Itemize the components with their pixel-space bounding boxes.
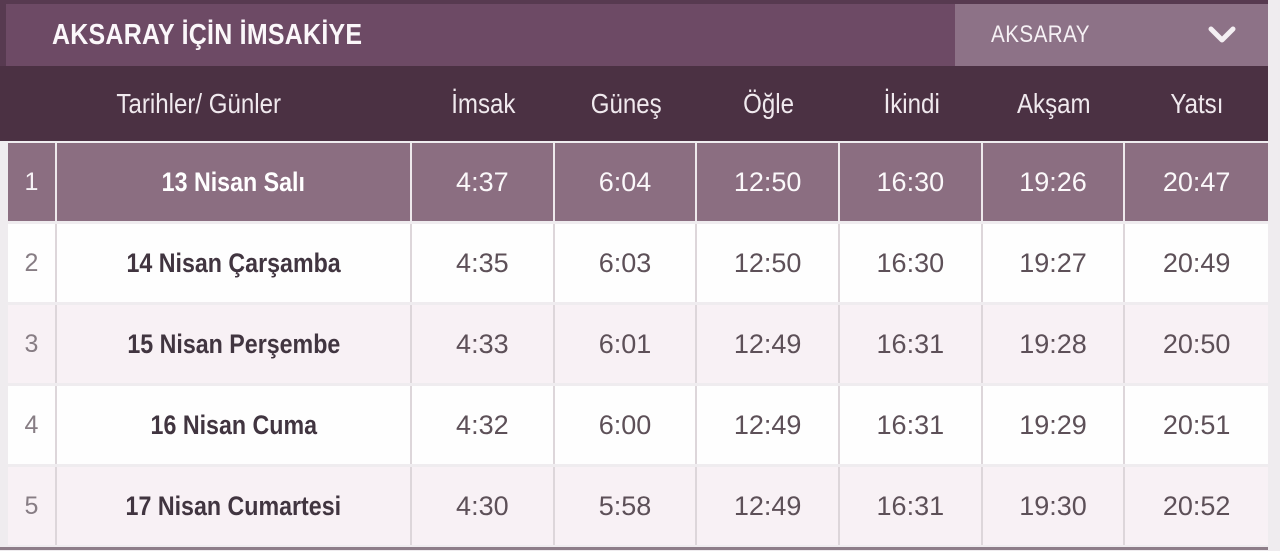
time-cell-ogle: 12:50 (697, 143, 840, 221)
table-bottom-edge (0, 547, 1268, 550)
header-bar: AKSARAY İÇİN İMSAKİYE AKSARAY (0, 0, 1268, 66)
time-cell-imsak: 4:35 (412, 224, 555, 302)
date-label: 13 Nisan Salı (161, 166, 306, 197)
time-cell-yatsi: 20:47 (1162, 166, 1231, 197)
table-row: 3 15 Nisan Perşembe 4:33 6:01 12:49 16:3… (8, 305, 1268, 383)
time-cell-ogle: 12:49 (697, 467, 840, 545)
time-cell-ogle: 12:49 (697, 305, 840, 383)
row-number-cell: 1 (8, 143, 57, 221)
date-label: 14 Nisan Çarşamba (126, 247, 341, 278)
column-header-label: Akşam (1017, 87, 1091, 119)
time-cell-yatsi: 20:49 (1162, 247, 1231, 278)
column-header-index (0, 66, 57, 141)
column-header-aksam: Akşam (983, 66, 1126, 141)
time-cell-gunes: 6:04 (555, 143, 698, 221)
chevron-down-icon (1206, 24, 1238, 46)
time-cell-gunes: 6:03 (555, 224, 698, 302)
time-cell-aksam: 19:30 (983, 467, 1126, 545)
column-header-ogle: Öğle (697, 66, 840, 141)
table-row: 2 14 Nisan Çarşamba 4:35 6:03 12:50 16:3… (8, 224, 1268, 302)
column-header-yatsi: Yatsı (1125, 66, 1268, 141)
time-cell-aksam: 19:29 (983, 386, 1126, 464)
time-cell-aksam: 19:28 (983, 305, 1126, 383)
table-row: 4 16 Nisan Cuma 4:32 6:00 12:49 16:31 19… (8, 386, 1268, 464)
column-header-label: Yatsı (1170, 87, 1224, 119)
date-label: 16 Nisan Cuma (150, 409, 317, 440)
date-cell: 14 Nisan Çarşamba (57, 224, 412, 302)
page-title-text: AKSARAY İÇİN İMSAKİYE (52, 18, 363, 51)
column-header-dates: Tarihler/ Günler (57, 66, 412, 141)
time-cell-aksam: 19:26 (983, 143, 1126, 221)
time-cell-imsak: 4:30 (412, 467, 555, 545)
time-cell-ikindi: 16:31 (840, 386, 983, 464)
date-label: 17 Nisan Cumartesi (125, 490, 342, 521)
column-header-ikindi: İkindi (840, 66, 983, 141)
column-header-label: Öğle (743, 87, 795, 119)
table-body: 1 13 Nisan Salı 4:37 6:04 12:50 16:30 19… (0, 143, 1268, 545)
column-header-label: İkindi (883, 87, 940, 119)
page-title: AKSARAY İÇİN İMSAKİYE (6, 4, 955, 66)
time-cell-gunes: 6:00 (555, 386, 698, 464)
row-number-cell: 4 (8, 386, 57, 464)
time-cell-ogle: 12:49 (697, 386, 840, 464)
date-label: 15 Nisan Perşembe (127, 328, 340, 359)
date-cell: 17 Nisan Cumartesi (57, 467, 412, 545)
time-cell-ikindi: 16:30 (840, 143, 983, 221)
table-header-row: Tarihler/ Günler İmsak Güneş Öğle İkindi… (0, 66, 1268, 141)
time-cell-imsak: 4:32 (412, 386, 555, 464)
date-cell: 16 Nisan Cuma (57, 386, 412, 464)
table-row-highlighted: 1 13 Nisan Salı 4:37 6:04 12:50 16:30 19… (8, 143, 1268, 221)
city-selector[interactable]: AKSARAY (955, 4, 1268, 66)
time-cell-yatsi: 20:52 (1162, 490, 1231, 521)
time-cell-ikindi: 16:31 (840, 467, 983, 545)
date-cell: 13 Nisan Salı (57, 143, 412, 221)
time-cell-yatsi: 20:50 (1162, 328, 1231, 359)
row-number-cell: 3 (8, 305, 57, 383)
row-number-cell: 2 (8, 224, 57, 302)
time-cell-ogle: 12:50 (697, 224, 840, 302)
time-cell-ikindi: 16:31 (840, 305, 983, 383)
time-cell-yatsi: 20:51 (1162, 409, 1231, 440)
city-selector-value: AKSARAY (991, 21, 1090, 48)
table-row: 5 17 Nisan Cumartesi 4:30 5:58 12:49 16:… (8, 467, 1268, 545)
column-header-imsak: İmsak (412, 66, 555, 141)
column-header-label: Tarihler/ Günler (116, 87, 281, 119)
time-cell-gunes: 5:58 (555, 467, 698, 545)
column-header-label: İmsak (451, 87, 516, 119)
time-cell-ikindi: 16:30 (840, 224, 983, 302)
row-number-cell: 5 (8, 467, 57, 545)
time-cell-gunes: 6:01 (555, 305, 698, 383)
time-cell-aksam: 19:27 (983, 224, 1126, 302)
time-cell-imsak: 4:37 (412, 143, 555, 221)
time-cell-imsak: 4:33 (412, 305, 555, 383)
column-header-label: Güneş (590, 87, 662, 119)
date-cell: 15 Nisan Perşembe (57, 305, 412, 383)
column-header-gunes: Güneş (555, 66, 698, 141)
